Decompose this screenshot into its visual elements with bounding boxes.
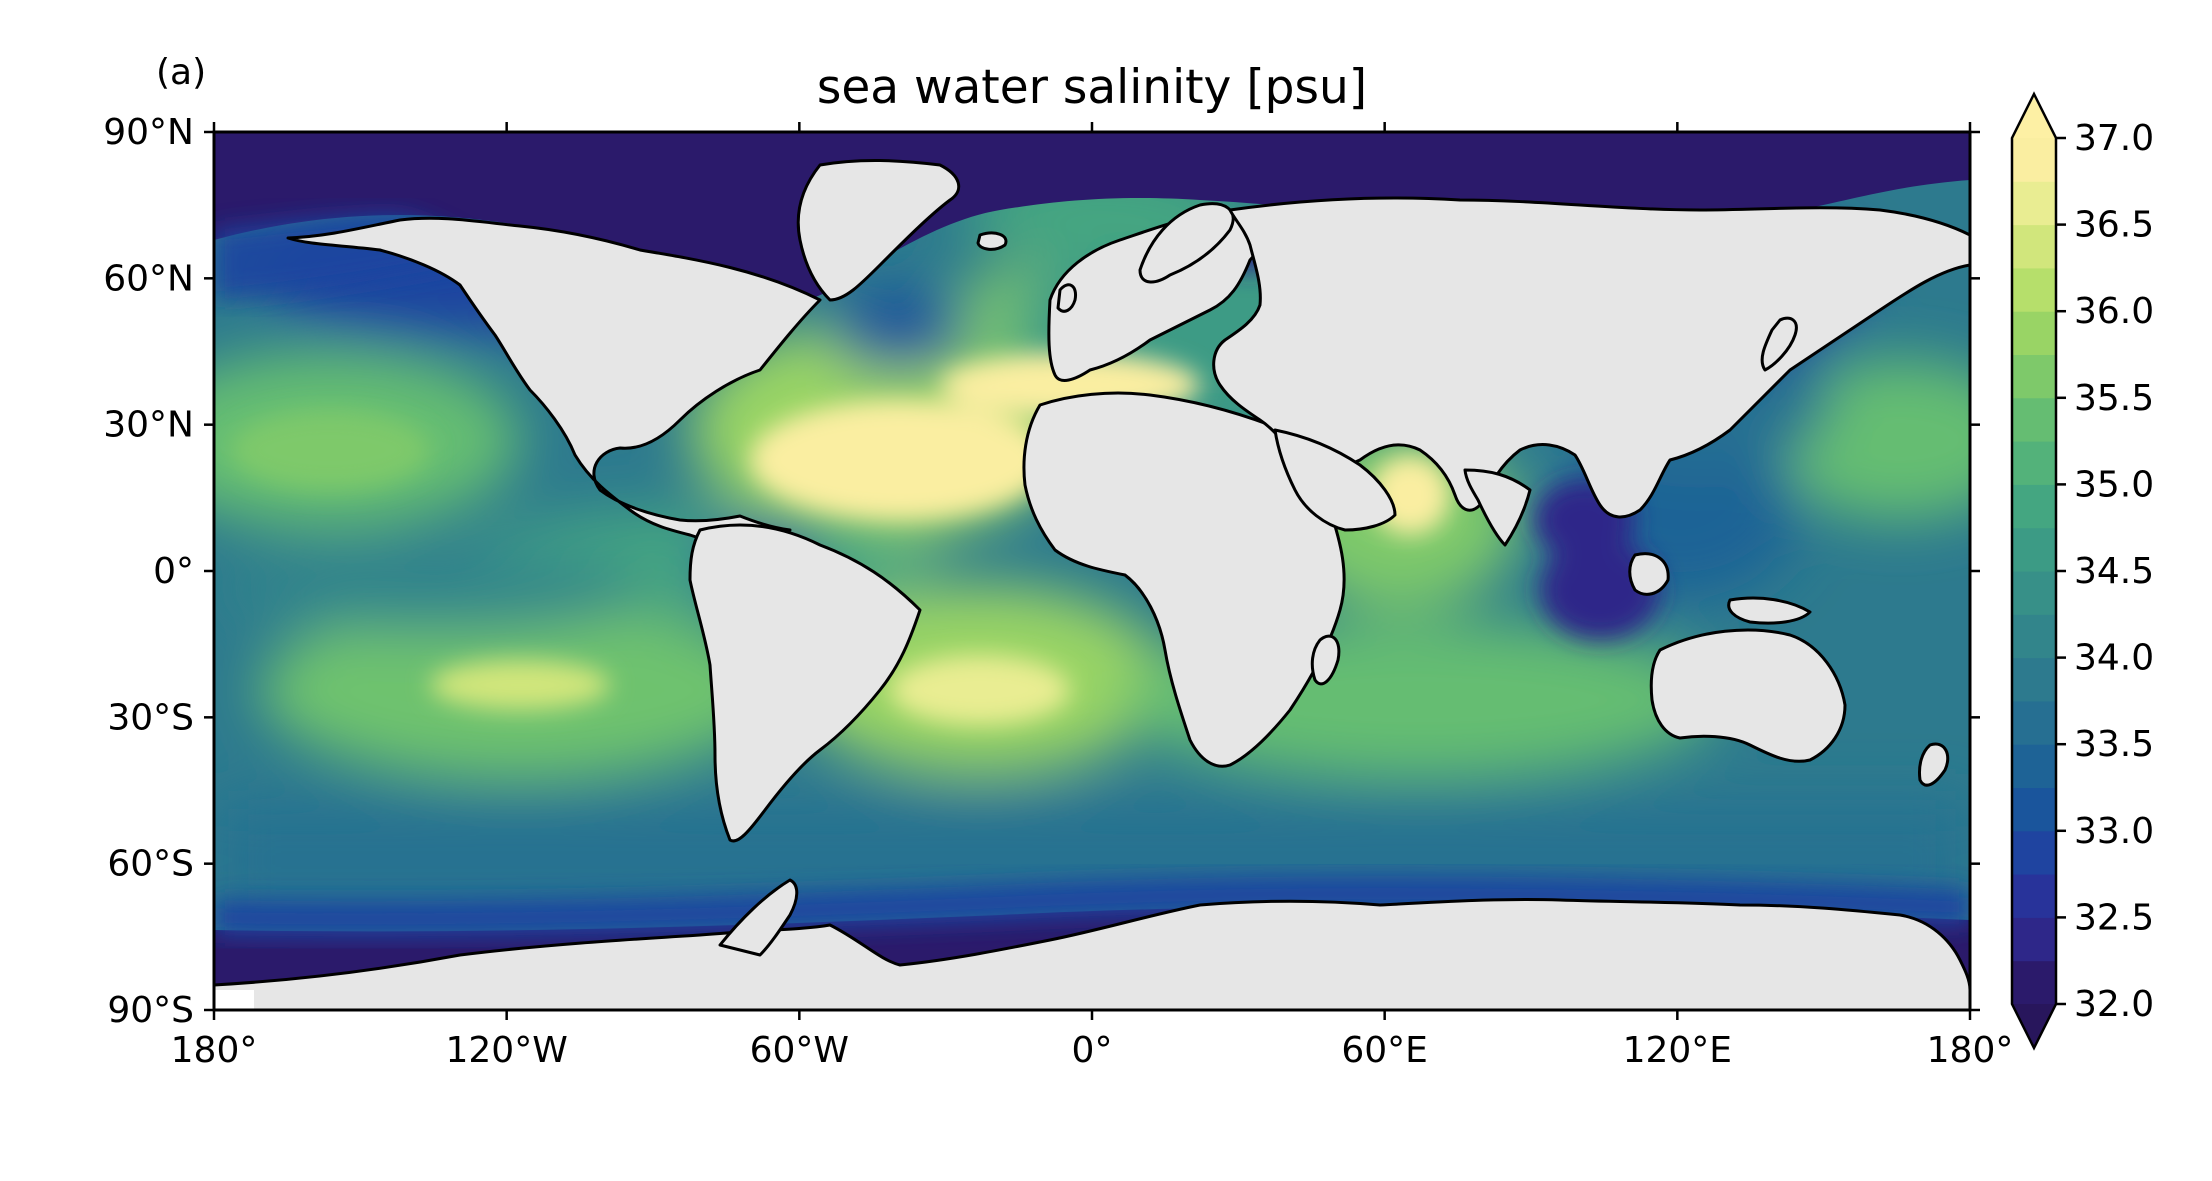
colorbar-tick-label: 37.0 (2074, 118, 2154, 159)
sea-ice-edges (214, 990, 254, 1010)
colorbar-tick-label: 32.0 (2074, 984, 2154, 1025)
colorbar-tick-label: 34.5 (2074, 551, 2154, 592)
colorbar-segment (2012, 311, 2056, 355)
map-area (214, 132, 1970, 1010)
land-africa (1022, 391, 1346, 768)
lat-tick-label: 60°S (107, 844, 194, 885)
land-asia (1212, 196, 1970, 519)
colorbar-tick-label: 36.0 (2074, 291, 2154, 332)
colorbar-segment (2012, 267, 2056, 312)
colorbar-segment (2012, 960, 2056, 1005)
lat-tick-label: 90°S (107, 990, 194, 1031)
land-north-america (286, 216, 822, 550)
lon-tick-label: 60°W (750, 1030, 849, 1071)
colorbar-segment (2012, 354, 2056, 399)
lon-tick-label: 120°E (1623, 1030, 1732, 1071)
land-greenland (796, 158, 961, 302)
land-australia (1649, 628, 1847, 763)
land-borneo (1628, 552, 1670, 596)
colorbar: 37.0 36.5 36.0 35.5 35.0 34.5 34.0 33.5 33.0 32.5… (2010, 91, 2154, 1051)
longitude-axis: 180° 120°W 60°W 0° 60°E 120°E 180° (171, 122, 2014, 1071)
lat-tick-label: 30°N (103, 405, 194, 446)
colorbar-over-triangle (2012, 94, 2056, 138)
lat-tick-label: 30°S (107, 697, 194, 738)
land-uk (1056, 283, 1078, 313)
colorbar-segment (2012, 787, 2056, 832)
colorbar-under-triangle (2012, 1004, 2056, 1048)
land-scandinavia (1138, 202, 1235, 284)
panel-label: (a) (156, 52, 207, 93)
colorbar-segment (2012, 917, 2056, 962)
lon-tick-label: 60°E (1341, 1030, 1428, 1071)
lat-tick-label: 0° (153, 551, 194, 592)
lon-tick-label: 120°W (446, 1030, 568, 1071)
latitude-axis: 90°N 60°N 30°N 0° 30°S 60°S 90°S (103, 112, 1980, 1031)
colorbar-segment (2012, 181, 2056, 226)
land-new-zealand (1918, 742, 1950, 787)
land-india (1463, 468, 1532, 547)
land-new-guinea (1727, 596, 1812, 625)
land-iceland (976, 231, 1008, 251)
lat-tick-label: 90°N (103, 112, 194, 153)
colorbar-segment (2012, 441, 2056, 485)
colorbar-tick-label: 34.0 (2074, 638, 2154, 679)
colorbar-segment (2012, 484, 2056, 529)
map-title: sea water salinity [psu] (816, 60, 1368, 115)
colorbar-segment (2012, 657, 2056, 702)
colorbar-segment (2012, 397, 2056, 442)
land-antarctic-peninsula (718, 878, 799, 957)
land-south-america (688, 523, 922, 843)
colorbar-tick-label: 35.0 (2074, 464, 2154, 505)
colorbar-tick-label: 33.5 (2074, 724, 2154, 765)
lat-tick-label: 60°N (103, 258, 194, 299)
colorbar-tick-label: 35.5 (2074, 378, 2154, 419)
lon-tick-label: 180° (171, 1030, 258, 1071)
land-japan (1760, 316, 1798, 372)
colorbar-segment (2012, 138, 2056, 182)
land-antarctica (214, 897, 1970, 1010)
land-masses (214, 158, 1970, 1010)
colorbar-segment (2012, 224, 2056, 269)
land-madagascar (1310, 634, 1341, 686)
colorbar-segment (2012, 744, 2056, 788)
lon-tick-label: 180° (1927, 1030, 2014, 1071)
colorbar-segment (2012, 830, 2056, 875)
colorbar-segment (2012, 527, 2056, 572)
colorbar-segment (2012, 700, 2056, 745)
colorbar-tick-label: 33.0 (2074, 811, 2154, 852)
colorbar-segment (2012, 874, 2056, 918)
colorbar-segment (2012, 571, 2056, 615)
colorbar-tick-label: 36.5 (2074, 205, 2154, 246)
colorbar-tick-label: 32.5 (2074, 897, 2154, 938)
colorbar-segment (2012, 614, 2056, 659)
land-arabia (1273, 428, 1397, 532)
lon-tick-label: 0° (1072, 1030, 1113, 1071)
